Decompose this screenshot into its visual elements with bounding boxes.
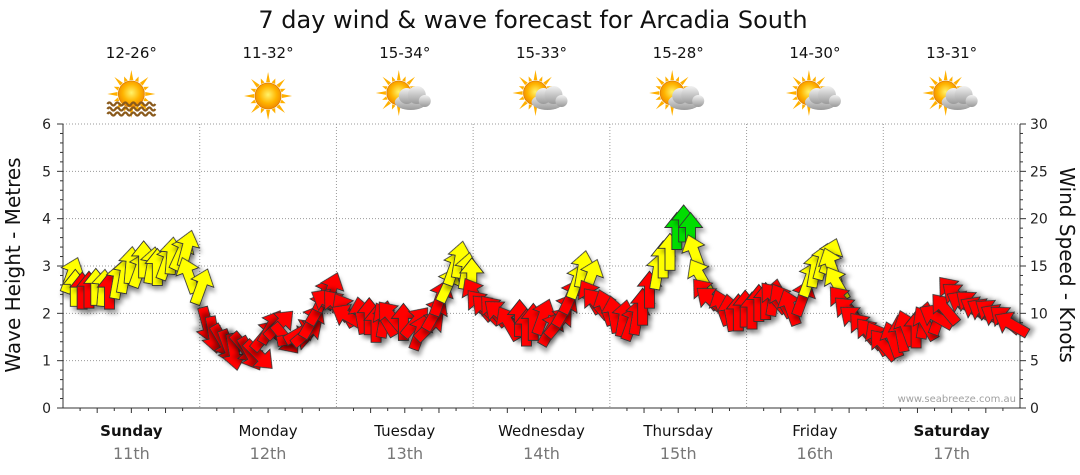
day-temp-range: 15-34° [379,44,430,62]
wind-arrows [59,204,1031,371]
day-name-label: Thursday [642,422,713,440]
y-tick-label-left: 2 [42,306,51,322]
wind-arrow [994,311,1031,339]
y-tick-label-right: 5 [1030,354,1039,370]
sun-cloud-icon [649,70,705,116]
day-date-label: 13th [386,444,423,463]
y-tick-label-left: 0 [42,401,51,417]
y-tick-label-right: 20 [1030,212,1048,228]
day-date-label: 11th [113,444,150,463]
sun-haze-icon [106,70,157,118]
day-headers: 12-26° 11-32° 15-34° 15-33° 15-28° 14-30° 13-3… [106,44,978,120]
sun-icon [244,72,293,120]
day-name-label: Sunday [100,422,163,440]
day-temp-range: 15-33° [516,44,567,62]
sun-cloud-icon [375,70,431,116]
day-name-label: Saturday [913,422,990,440]
y-tick-label-left: 4 [42,212,51,228]
watermark: www.seabreeze.com.au [898,394,1016,405]
y-axis-label-right: Wind Speed - Knots [1055,167,1079,363]
day-temp-range: 11-32° [243,44,294,62]
y-tick-label-left: 6 [42,117,51,133]
wind-arrow [189,268,215,307]
day-temp-range: 13-31° [926,44,977,62]
day-date-label: 12th [250,444,287,463]
y-axis-label-left: Wave Height - Metres [1,157,25,372]
day-temp-range: 12-26° [106,44,157,62]
plot-axes: 0 1 2 3 4 5 6 0 5 10 15 20 25 30 [42,117,1048,417]
day-date-label: 17th [933,444,970,463]
day-name-label: Wednesday [498,422,585,440]
y-tick-label-right: 10 [1030,306,1048,322]
day-temp-range: 14-30° [789,44,840,62]
day-name-label: Monday [238,422,297,440]
day-name-label: Friday [792,422,838,440]
day-temp-range: 15-28° [653,44,704,62]
y-tick-label-right: 25 [1030,164,1048,180]
y-tick-label-right: 30 [1030,117,1048,133]
y-tick-label-right: 15 [1030,259,1048,275]
day-date-label: 14th [523,444,560,463]
y-tick-label-left: 5 [42,164,51,180]
y-tick-label-right: 0 [1030,401,1039,417]
plot-grid [63,123,1021,408]
y-tick-label-left: 1 [42,354,51,370]
chart-title: 7 day wind & wave forecast for Arcadia S… [258,6,807,34]
day-date-label: 15th [660,444,697,463]
sun-cloud-icon [512,70,568,116]
x-axis-day-labels: Sunday 11th Monday 12th Tuesday 13th Wednesday… [100,422,990,463]
sun-cloud-icon [922,70,978,116]
day-date-label: 16th [797,444,834,463]
sun-cloud-icon [785,70,841,116]
y-tick-label-left: 3 [42,259,51,275]
day-name-label: Tuesday [373,422,435,440]
